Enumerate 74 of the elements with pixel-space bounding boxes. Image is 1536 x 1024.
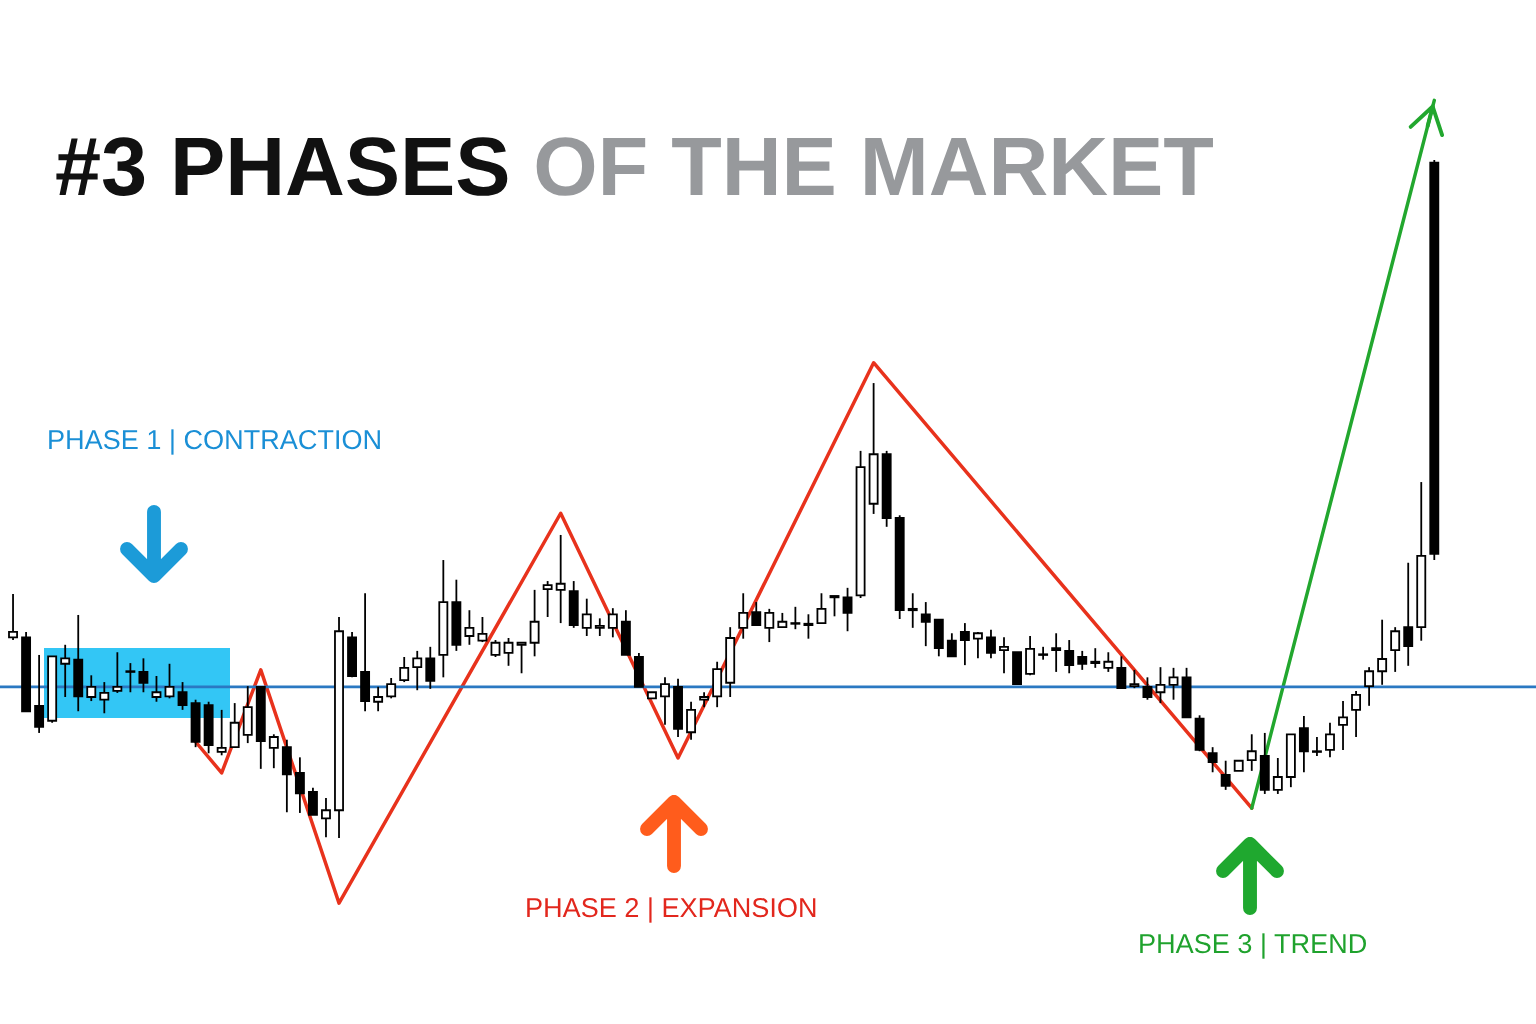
candlestick — [1298, 715, 1309, 774]
candlestick — [34, 654, 45, 734]
candlestick — [829, 595, 840, 618]
candlestick — [425, 645, 436, 690]
candlestick — [920, 601, 931, 648]
candlestick — [1051, 632, 1062, 673]
candlestick — [112, 651, 123, 694]
candlestick — [164, 662, 175, 700]
candlestick — [607, 607, 618, 639]
candlestick — [1103, 651, 1114, 673]
candlestick — [1129, 668, 1140, 690]
candlestick — [1338, 700, 1348, 751]
candlestick — [764, 607, 775, 643]
candlestick — [151, 675, 162, 703]
chart-title: #3 PHASES OF THE MARKET — [56, 137, 1213, 196]
candlestick — [1207, 746, 1218, 774]
candlestick — [307, 786, 318, 816]
candlestick — [1311, 736, 1322, 757]
candlestick — [751, 601, 762, 627]
annotation: PHASE 1 | CONTRACTION — [49, 429, 380, 455]
candlestick — [216, 708, 227, 757]
candlestick — [1325, 721, 1335, 759]
candlestick — [412, 649, 423, 692]
candlestick — [1116, 655, 1127, 690]
candlestick — [1272, 757, 1283, 795]
candlestick — [1377, 618, 1388, 686]
candlestick — [99, 681, 110, 715]
candlestick — [842, 586, 853, 633]
candlestick — [1064, 639, 1075, 675]
candlestick — [542, 580, 553, 618]
candlestick — [660, 676, 670, 726]
candlestick — [1403, 561, 1414, 667]
candlestick — [1077, 649, 1088, 671]
candlestick — [477, 616, 488, 643]
candlestick — [125, 662, 136, 694]
candlestick — [321, 797, 331, 839]
candlestick — [386, 677, 397, 700]
candlestick — [86, 674, 97, 702]
candlestick — [516, 641, 527, 675]
candlestick — [1246, 733, 1257, 772]
candlestick — [1220, 759, 1231, 791]
candlestick — [8, 593, 18, 641]
candlestick — [1168, 666, 1179, 701]
candlestick — [816, 592, 827, 624]
candlestick — [503, 637, 514, 667]
candlestick — [1142, 676, 1153, 701]
candlestick — [555, 534, 566, 624]
candlestick — [60, 643, 71, 698]
candlestick — [373, 685, 384, 713]
candlestick — [1390, 626, 1401, 673]
candlestick — [1090, 647, 1101, 669]
candlestick — [986, 628, 996, 660]
candlestick — [1364, 666, 1375, 707]
candlestick — [399, 656, 410, 683]
candlestick — [907, 592, 918, 629]
candlestick — [268, 733, 279, 770]
candlestick — [138, 657, 149, 694]
candlestick — [999, 636, 1009, 675]
candlestick — [1155, 666, 1166, 705]
text: PHASE 3 | TREND — [1140, 933, 1366, 959]
candlestick — [790, 605, 801, 631]
text: PHASE 2 | EXPANSION — [527, 897, 816, 923]
candlestick — [738, 592, 749, 640]
candlestick — [581, 597, 592, 637]
candlestick — [959, 622, 970, 667]
candlestick — [294, 756, 305, 814]
candlestick — [464, 609, 475, 646]
candlestick — [529, 588, 540, 658]
candlestick — [946, 632, 957, 658]
candlestick — [177, 681, 188, 711]
candlestick — [972, 631, 983, 660]
candlestick — [686, 700, 697, 741]
candlestick — [1351, 689, 1362, 738]
candlestick — [803, 613, 814, 640]
